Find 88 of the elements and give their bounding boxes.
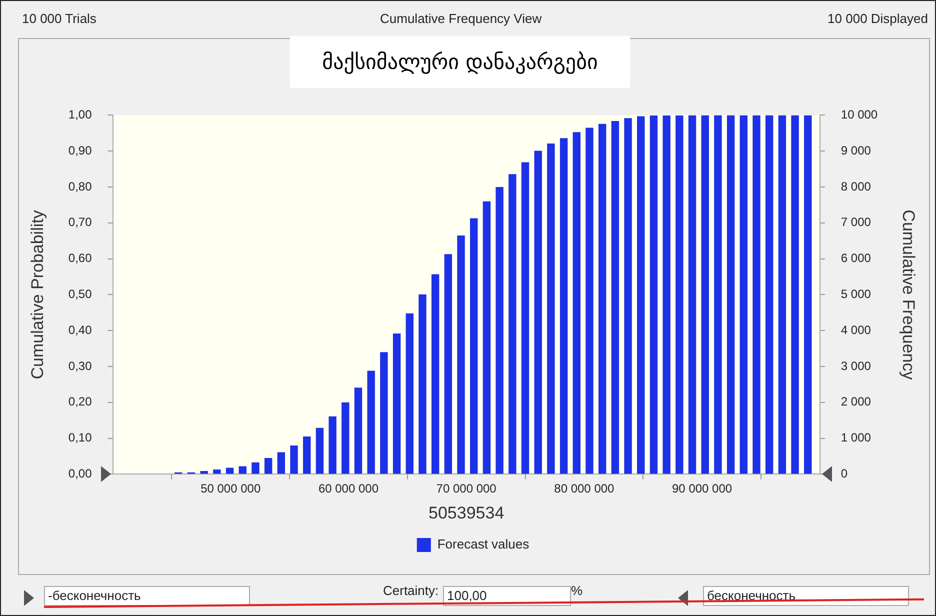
y-tick-label: 1,00 — [68, 108, 92, 122]
y-tick-label: 0,80 — [68, 179, 92, 194]
bar — [688, 115, 696, 474]
bar — [714, 115, 722, 474]
bar — [765, 115, 774, 474]
bar — [252, 462, 260, 474]
y-tick-label: 0,50 — [68, 287, 92, 302]
y-tick-label: 0,00 — [68, 466, 92, 481]
bar — [316, 428, 324, 474]
x-tick-label: 70 000 000 — [436, 482, 497, 496]
y-tick-label: 0,40 — [68, 322, 92, 337]
y2-axis-title: Cumulative Frequency — [899, 210, 918, 380]
text: 100,00 — [443, 586, 571, 606]
bar — [406, 313, 414, 474]
text: % — [571, 582, 583, 600]
bar — [482, 201, 491, 474]
bar — [637, 116, 645, 474]
bar — [521, 162, 530, 474]
y-tick-label: 0,30 — [68, 358, 92, 373]
y-axis-title: Cumulative Probability — [28, 210, 47, 380]
y-tick-label: 0,10 — [68, 430, 92, 445]
y2-tick-label: 10 000 — [840, 108, 878, 122]
bar — [662, 116, 670, 474]
bar — [496, 187, 504, 474]
bar — [598, 124, 606, 474]
bar — [264, 458, 272, 474]
y2-tick-label: 6 000 — [840, 251, 872, 266]
y2-tick-label: 0 — [840, 466, 848, 481]
bar — [457, 235, 465, 474]
x-tick-label: 80 000 000 — [554, 482, 615, 496]
text: -бесконечность — [44, 586, 250, 606]
text: Cumulative Frequency View — [380, 10, 542, 28]
y-tick-label: 0,60 — [68, 251, 92, 266]
bar — [586, 128, 594, 474]
bar — [508, 174, 516, 474]
bar — [238, 466, 246, 474]
y2-tick-label: 2 000 — [840, 394, 872, 409]
y2-tick-label: 4 000 — [840, 322, 872, 337]
x-tick-label: 90 000 000 — [672, 482, 732, 496]
y-tick-label: 0,70 — [68, 215, 92, 230]
x-axis-title: 50539534 — [428, 503, 504, 522]
bar — [611, 120, 620, 474]
bar — [740, 115, 748, 474]
bar — [342, 402, 350, 474]
legend-label: Forecast values — [437, 536, 530, 552]
bar — [354, 388, 362, 474]
x-tick-label: 50 000 000 — [200, 482, 261, 496]
x-tick-label: 60 000 000 — [318, 482, 379, 496]
y2-tick-label: 3 000 — [840, 358, 872, 373]
bar — [701, 115, 709, 474]
text: бесконечность — [703, 586, 909, 606]
bar — [534, 150, 542, 474]
bar — [560, 138, 568, 474]
bar — [380, 352, 388, 474]
y2-tick-label: 7 000 — [840, 215, 872, 230]
bar — [290, 445, 298, 474]
bar — [392, 333, 401, 474]
bar — [367, 370, 375, 474]
y-tick-label: 0,20 — [68, 394, 92, 409]
text: 10 000 Displayed — [828, 10, 928, 28]
bar — [277, 452, 286, 474]
bar — [778, 115, 786, 474]
y2-tick-label: 1 000 — [840, 430, 872, 445]
bar — [650, 116, 658, 474]
bar — [328, 416, 336, 474]
y-tick-label: 0,90 — [68, 143, 92, 158]
chart-title: მაქსიმალური დანაკარგები — [290, 36, 630, 88]
bar — [470, 218, 478, 474]
y2-tick-label: 8 000 — [840, 179, 872, 194]
bar — [726, 115, 735, 474]
bar — [804, 115, 812, 474]
text: 10 000 Trials — [22, 10, 96, 28]
bar — [444, 254, 452, 474]
bar — [200, 470, 208, 474]
bar — [547, 144, 555, 474]
y2-tick-label: 5 000 — [840, 287, 872, 302]
y2-tick-label: 9 000 — [840, 143, 872, 158]
bar — [624, 118, 632, 474]
bar — [418, 294, 426, 474]
bar — [431, 274, 440, 474]
bar — [791, 115, 799, 474]
text: Certainty: — [383, 582, 439, 600]
bar — [303, 436, 311, 474]
bar — [572, 132, 580, 474]
bar — [213, 470, 221, 474]
bar — [676, 116, 684, 474]
bar — [752, 115, 760, 474]
bar — [226, 468, 234, 474]
